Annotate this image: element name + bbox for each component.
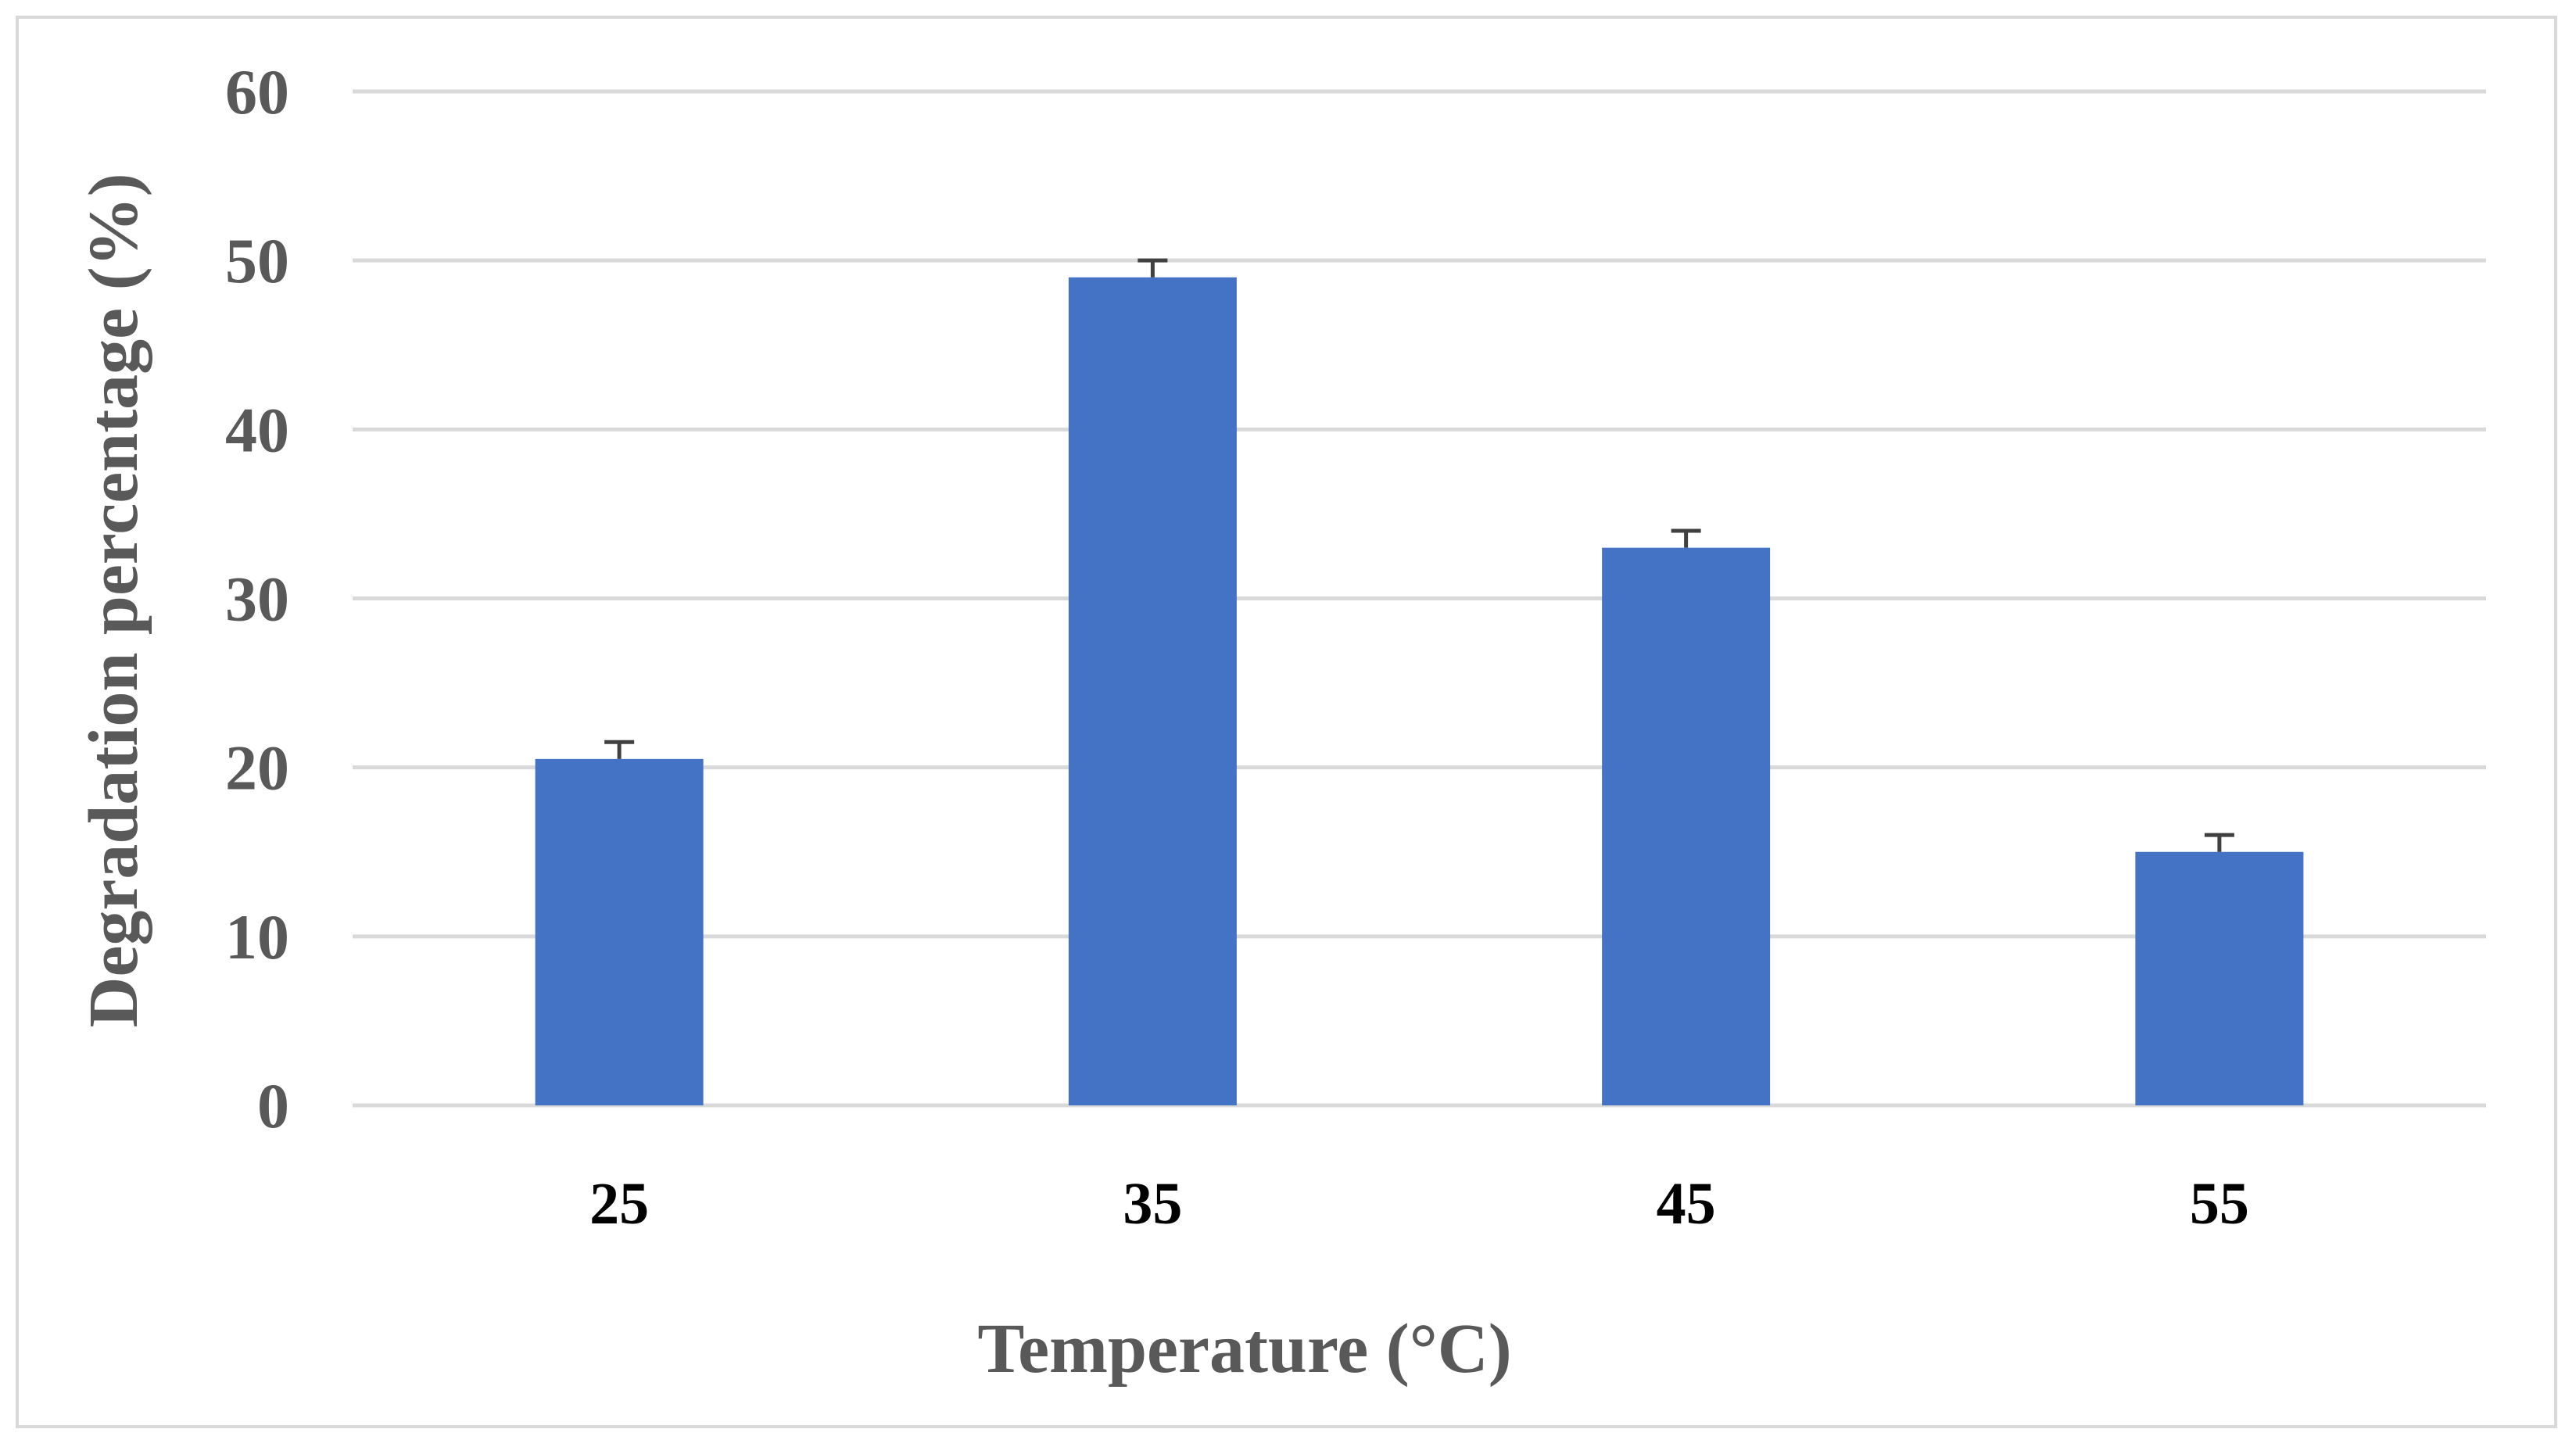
error-bars (604, 258, 2234, 852)
gridlines (353, 89, 2486, 1108)
bar-35 (1068, 277, 1237, 1105)
x-axis-title: Temperature (°C) (977, 1310, 1511, 1388)
y-tick-label: 30 (225, 564, 289, 635)
error-bar-35 (1138, 258, 1168, 278)
bar-45 (1602, 547, 1771, 1105)
y-axis-ticks: 0 10 20 30 40 50 60 (225, 56, 289, 1141)
y-tick-label: 20 (225, 732, 289, 804)
bars (535, 277, 2304, 1105)
bar-25 (535, 758, 704, 1105)
x-axis-ticks: 25 35 45 55 (589, 1171, 2249, 1237)
y-tick-label: 50 (225, 225, 289, 296)
chart-frame (16, 16, 2557, 1428)
x-tick-label: 45 (1657, 1171, 1716, 1237)
y-tick-label: 60 (225, 56, 289, 127)
x-tick-label: 25 (589, 1171, 649, 1237)
y-tick-label: 0 (257, 1070, 289, 1141)
error-bar-25 (604, 740, 635, 759)
y-tick-label: 40 (225, 394, 289, 465)
y-axis-title: Degradation percentage (%) (75, 173, 152, 1027)
error-bar-45 (1671, 528, 1701, 548)
x-tick-label: 35 (1123, 1171, 1182, 1237)
error-bar-55 (2204, 833, 2234, 852)
x-tick-label: 55 (2190, 1171, 2249, 1237)
bar-55 (2135, 851, 2304, 1105)
y-tick-label: 10 (225, 901, 289, 972)
